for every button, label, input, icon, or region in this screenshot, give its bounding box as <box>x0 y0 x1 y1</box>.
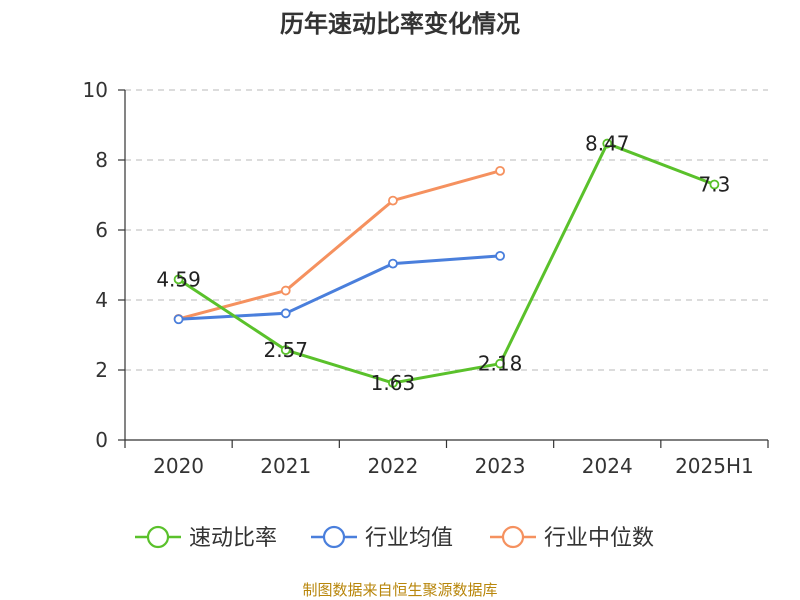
series-lines <box>173 138 720 388</box>
y-tick-label: 2 <box>95 358 108 382</box>
y-tick-label: 6 <box>95 218 108 242</box>
x-tick-label: 2025H1 <box>675 454 754 478</box>
legend: 速动比率 行业均值 行业中位数 <box>135 525 654 551</box>
y-tick-label: 0 <box>95 428 108 452</box>
gridlines <box>125 89 768 371</box>
legend-item-2[interactable]: 行业中位数 <box>490 525 654 551</box>
data-label: 4.59 <box>156 267 201 291</box>
x-tick-label: 2024 <box>582 454 633 478</box>
data-point <box>495 165 505 176</box>
legend-item-0[interactable]: 速动比率 <box>135 525 277 551</box>
y-tick-label: 4 <box>95 288 108 312</box>
x-tick-label: 2023 <box>475 454 526 478</box>
x-tick-label: 2021 <box>260 454 311 478</box>
data-label: 7.3 <box>699 173 731 197</box>
legend-label: 行业均值 <box>365 526 453 551</box>
y-tick-label: 8 <box>95 148 108 172</box>
legend-item-1[interactable]: 行业均值 <box>311 525 453 551</box>
data-label: 1.63 <box>371 371 416 395</box>
data-point <box>280 308 291 319</box>
legend-label: 速动比率 <box>189 526 277 551</box>
data-point <box>280 285 291 296</box>
legend-marker <box>322 525 346 549</box>
data-point <box>173 314 184 325</box>
series-line-0 <box>177 142 716 385</box>
data-point <box>495 358 505 369</box>
chart-title: 历年速动比率变化情况 <box>280 10 520 38</box>
data-point <box>388 258 398 269</box>
data-point <box>602 138 613 149</box>
series-line-2 <box>177 169 502 321</box>
data-label: 8.47 <box>585 132 630 156</box>
data-point <box>388 378 398 388</box>
data-label: 2.57 <box>263 338 308 362</box>
x-tick-label: 2022 <box>367 454 418 478</box>
data-point <box>280 345 291 355</box>
legend-label: 行业中位数 <box>544 526 654 551</box>
data-label: 2.18 <box>478 352 523 376</box>
x-tick-label: 2020 <box>153 454 204 478</box>
data-point <box>709 179 720 190</box>
y-tick-label: 10 <box>83 78 108 102</box>
data-point <box>495 250 505 261</box>
legend-marker <box>146 525 170 549</box>
axes: 0 2 4 6 8 10 2020 2021 2022 2023 2024 2025H1 <box>83 78 769 478</box>
data-labels: 4.59 2.57 1.63 2.18 8.47 7.3 <box>156 132 730 395</box>
legend-marker <box>501 525 525 549</box>
data-point <box>173 274 184 285</box>
data-point <box>388 195 398 206</box>
source-note: 制图数据来自恒生聚源数据库 <box>302 581 498 599</box>
